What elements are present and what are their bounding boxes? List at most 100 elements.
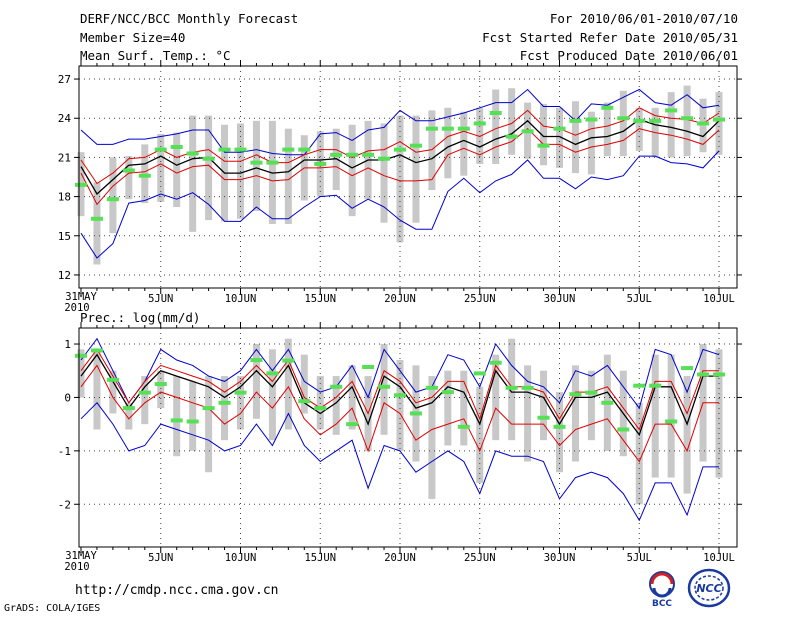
x-start-year-label: 2010 bbox=[64, 561, 89, 573]
obs-marker bbox=[457, 424, 470, 429]
x-tick-label: 10JUN bbox=[225, 552, 257, 564]
obs-marker bbox=[409, 411, 422, 416]
spread-box bbox=[683, 376, 691, 494]
spread-box bbox=[667, 92, 675, 158]
spread-box bbox=[237, 376, 244, 430]
series-line-min bbox=[80, 150, 720, 259]
obs-marker bbox=[697, 372, 710, 377]
obs-marker bbox=[585, 117, 598, 122]
obs-marker bbox=[218, 400, 231, 405]
spread-box bbox=[205, 376, 213, 473]
spread-box bbox=[508, 88, 516, 155]
obs-marker bbox=[298, 399, 311, 404]
x-start-year-label: 2010 bbox=[64, 302, 89, 314]
x-start-label: 31MAY bbox=[65, 550, 97, 562]
x-tick-label: 20JUN bbox=[384, 552, 416, 564]
source-url[interactable]: http://cmdp.ncc.cma.gov.cn bbox=[75, 583, 279, 598]
x-tick-label: 30JUN bbox=[544, 293, 576, 305]
forecast-period: For 2010/06/01-2010/07/10 bbox=[549, 11, 738, 26]
panel-0: 12 15 18 21 24 27 5JUN 10JUN 15JUN 20JUN 25JUN 30JU… bbox=[58, 60, 742, 314]
x-tick-label: 5JUL bbox=[627, 552, 652, 564]
obs-marker bbox=[330, 384, 343, 389]
spread-box bbox=[189, 115, 197, 232]
spread-box bbox=[428, 376, 436, 499]
spread-box bbox=[587, 370, 595, 441]
obs-marker bbox=[122, 168, 135, 173]
x-tick-label: 5JUN bbox=[148, 552, 173, 564]
spread-box bbox=[428, 110, 436, 191]
series-line-lower bbox=[80, 128, 720, 206]
spread-box bbox=[492, 354, 500, 441]
y-tick-label: 1 bbox=[64, 338, 71, 351]
obs-marker bbox=[649, 118, 662, 123]
obs-marker bbox=[457, 126, 470, 131]
series-line-median bbox=[80, 353, 719, 437]
obs-marker bbox=[601, 105, 614, 110]
obs-marker bbox=[505, 385, 518, 390]
obs-marker bbox=[218, 147, 231, 152]
obs-marker bbox=[202, 406, 215, 411]
variable-label: Mean Surf. Temp.: °C bbox=[80, 48, 231, 63]
spread-box bbox=[157, 370, 165, 409]
obs-marker bbox=[473, 121, 486, 126]
obs-marker bbox=[521, 385, 534, 390]
bcc-logo: BCC bbox=[649, 571, 675, 608]
obs-marker bbox=[665, 419, 678, 424]
obs-marker bbox=[314, 406, 327, 411]
spread-box bbox=[444, 370, 452, 446]
obs-marker bbox=[266, 160, 279, 165]
obs-marker bbox=[681, 366, 694, 371]
spread-box bbox=[492, 89, 500, 164]
obs-marker bbox=[202, 156, 215, 161]
obs-marker bbox=[138, 173, 151, 178]
x-tick-label: 10JUL bbox=[703, 552, 735, 564]
spread-box bbox=[141, 376, 149, 425]
obs-marker bbox=[75, 182, 87, 187]
y-tick-label: 24 bbox=[58, 112, 72, 125]
spread-box bbox=[715, 92, 723, 155]
produced-date: Fcst Produced Date 2010/06/01 bbox=[519, 48, 738, 63]
obs-marker bbox=[154, 382, 167, 387]
obs-marker bbox=[553, 424, 566, 429]
obs-marker bbox=[585, 390, 598, 395]
obs-marker bbox=[90, 216, 103, 221]
spread-box bbox=[651, 354, 659, 478]
obs-marker bbox=[489, 360, 502, 365]
x-tick-label: 5JUN bbox=[148, 293, 173, 305]
spread-box bbox=[221, 376, 229, 441]
series-line-upper bbox=[80, 348, 719, 431]
x-start-label: 31MAY bbox=[65, 291, 97, 303]
obs-marker bbox=[665, 108, 678, 113]
x-tick-label: 30JUN bbox=[544, 552, 576, 564]
x-tick-label: 10JUN bbox=[225, 293, 257, 305]
spread-box bbox=[476, 386, 484, 483]
spread-box bbox=[332, 376, 340, 435]
obs-marker bbox=[346, 152, 359, 157]
spread-box bbox=[173, 376, 181, 457]
obs-marker bbox=[378, 156, 391, 161]
spread-box bbox=[571, 101, 579, 174]
x-tick-label: 5JUL bbox=[627, 293, 652, 305]
obs-marker bbox=[425, 385, 438, 390]
obs-marker bbox=[505, 134, 518, 139]
obs-marker bbox=[633, 118, 646, 123]
spread-box bbox=[348, 124, 356, 217]
x-tick-label: 25JUN bbox=[464, 552, 496, 564]
obs-marker bbox=[713, 372, 725, 377]
obs-marker bbox=[473, 371, 486, 376]
obs-marker bbox=[234, 147, 247, 152]
y-tick-label: 0 bbox=[64, 391, 71, 404]
bcc-logo-text: BCC bbox=[652, 599, 672, 608]
spread-box bbox=[157, 133, 165, 202]
obs-marker bbox=[314, 161, 327, 166]
obs-marker bbox=[521, 129, 534, 134]
spread-box bbox=[412, 115, 420, 223]
x-tick-label: 20JUN bbox=[384, 293, 416, 305]
x-tick-label: 15JUN bbox=[304, 293, 336, 305]
spread-box bbox=[667, 354, 675, 478]
plot-frame bbox=[78, 65, 738, 289]
obs-marker bbox=[569, 392, 582, 397]
series-line-min bbox=[80, 402, 719, 522]
